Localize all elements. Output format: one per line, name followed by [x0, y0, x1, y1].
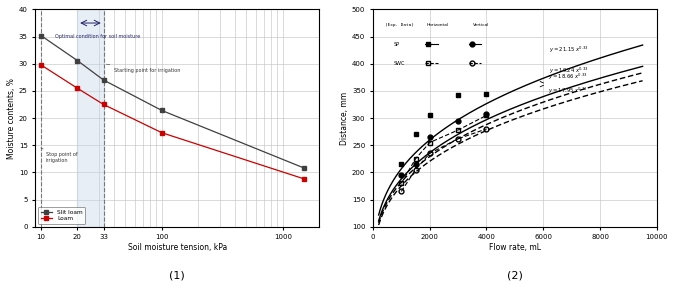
Loam — [300, 177, 308, 181]
Slit loam — [300, 166, 308, 170]
Loam — [74, 86, 82, 90]
X-axis label: Soil moisture tension, kPa: Soil moisture tension, kPa — [128, 243, 227, 252]
Y-axis label: Moisture contents, %: Moisture contents, % — [7, 78, 16, 158]
Line: Loam: Loam — [38, 62, 306, 181]
Slit loam — [37, 34, 45, 37]
Loam — [37, 63, 45, 67]
Line: Slit loam: Slit loam — [38, 33, 306, 170]
Text: Stop point of
irrigation: Stop point of irrigation — [41, 148, 78, 162]
Text: Starting point for irrigation: Starting point for irrigation — [107, 64, 180, 73]
Y-axis label: Distance, mm: Distance, mm — [340, 92, 349, 145]
Text: $y = 21.15\ x^{0.33}$: $y = 21.15\ x^{0.33}$ — [549, 44, 589, 54]
Text: (1): (1) — [169, 270, 185, 280]
Text: $y = 19.24\ x^{0.33}$: $y = 19.24\ x^{0.33}$ — [549, 66, 589, 76]
Legend: Slit loam, Loam: Slit loam, Loam — [38, 207, 85, 224]
Text: $y = 17.95\ x^{0.33}$: $y = 17.95\ x^{0.33}$ — [547, 85, 587, 96]
Text: Optimal condition for soil moisture: Optimal condition for soil moisture — [55, 34, 140, 39]
Slit loam — [99, 78, 107, 82]
Bar — [78, 10, 103, 227]
Text: $y = 18.66\ x^{0.33}$: $y = 18.66\ x^{0.33}$ — [547, 72, 587, 82]
X-axis label: Flow rate, mL: Flow rate, mL — [489, 243, 541, 252]
Loam — [99, 103, 107, 106]
Loam — [158, 131, 166, 134]
Slit loam — [158, 109, 166, 112]
Slit loam — [74, 59, 82, 62]
Text: (2): (2) — [507, 270, 523, 280]
